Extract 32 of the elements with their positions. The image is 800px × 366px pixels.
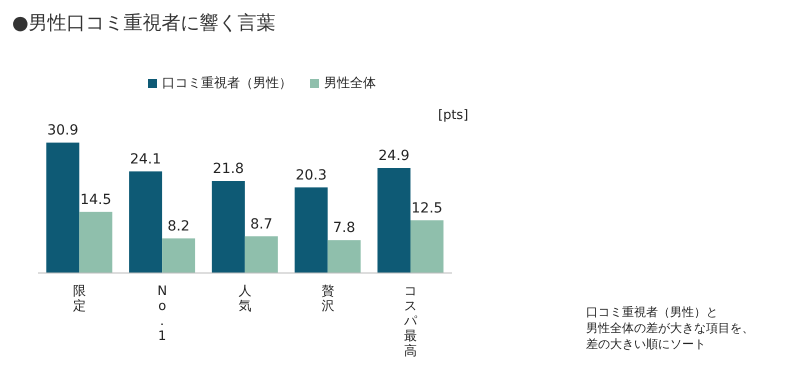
- x-tick-label: コスパ最高: [403, 284, 418, 359]
- x-tick-label: 人気: [238, 284, 252, 314]
- chart-title: ●男性口コミ重視者に響く言葉: [12, 11, 276, 36]
- y-axis-title: [pts]: [438, 108, 468, 123]
- text: 差の大きい順にソート: [586, 336, 707, 352]
- data-label: 30.9: [47, 122, 78, 139]
- data-label: 21.8: [212, 161, 244, 178]
- text: 口コミ重視者（男性）と: [586, 304, 719, 320]
- bar: [244, 236, 278, 273]
- bar: [212, 181, 245, 273]
- data-label: 24.9: [378, 148, 410, 164]
- bar: [79, 212, 112, 273]
- x-tick-label: 限定: [72, 284, 86, 314]
- bar: [328, 240, 361, 273]
- text: 男性全体の差が大きな項目を、: [586, 320, 754, 336]
- bar: [162, 238, 196, 273]
- data-label: 14.5: [80, 192, 112, 208]
- bar: [377, 168, 410, 273]
- data-label: 20.3: [296, 167, 327, 184]
- bar: [46, 142, 80, 273]
- x-tick-label: No．1: [156, 284, 169, 344]
- legend-label: 口コミ重視者（男性）: [161, 75, 292, 92]
- bar: [129, 171, 162, 273]
- legend-label: 男性全体: [323, 75, 376, 92]
- bar: [410, 220, 444, 273]
- data-label: 24.1: [130, 151, 162, 168]
- x-tick-label: 贅沢: [321, 284, 334, 314]
- data-label: 7.8: [333, 220, 356, 236]
- data-label: 8.7: [250, 216, 273, 232]
- data-label: 12.5: [411, 200, 443, 216]
- bar: [294, 187, 328, 273]
- data-label: 8.2: [167, 218, 190, 234]
